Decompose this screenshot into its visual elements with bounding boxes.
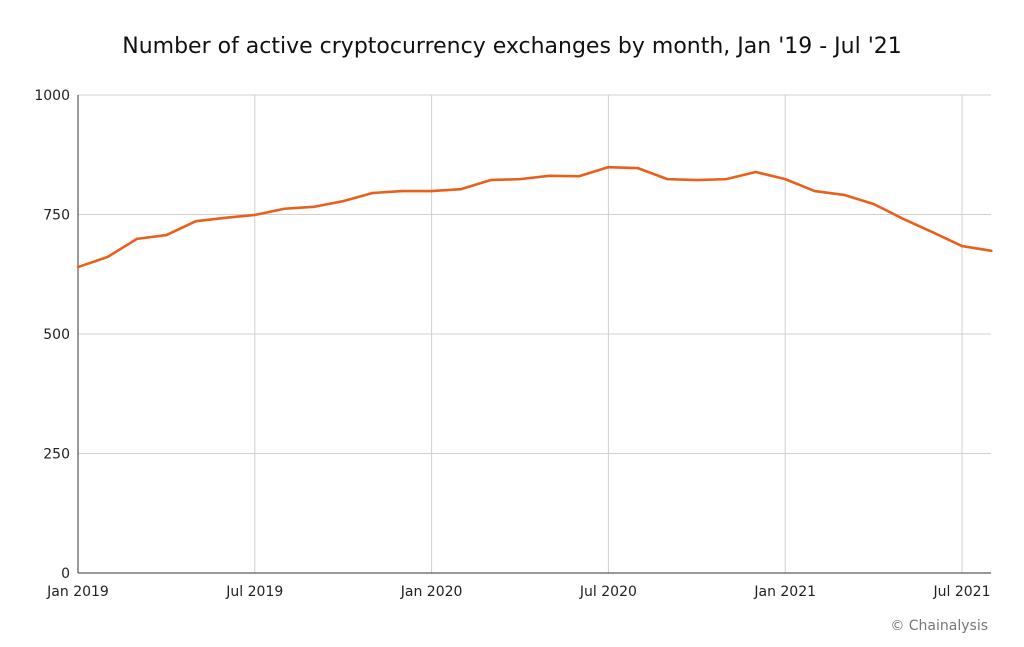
data-point — [430, 189, 433, 193]
x-tick-label: Jul 2019 — [225, 584, 283, 600]
x-tick-label: Jul 2021 — [933, 584, 991, 600]
data-point — [901, 217, 905, 221]
source-credit: © Chainalysis — [890, 618, 988, 634]
data-point — [253, 213, 256, 217]
data-point — [76, 265, 80, 269]
data-point — [135, 237, 139, 241]
data-point — [990, 249, 993, 253]
x-tick-label: Jul 2020 — [579, 584, 637, 600]
x-tick-label: Jan 2020 — [400, 584, 463, 600]
data-point — [165, 233, 168, 237]
data-point — [607, 165, 610, 169]
data-point — [960, 244, 964, 248]
data-point — [489, 178, 492, 182]
data-point — [931, 230, 934, 234]
data-point — [577, 175, 581, 178]
data-point — [872, 202, 875, 206]
data-point — [342, 199, 345, 203]
data-point — [106, 255, 109, 259]
data-point — [283, 207, 286, 210]
data-point — [548, 174, 551, 177]
y-tick-label: 1000 — [34, 88, 70, 104]
y-tick-label: 0 — [61, 566, 70, 582]
data-point — [224, 216, 227, 220]
data-point — [312, 205, 315, 209]
chart-title: Number of active cryptocurrency exchange… — [122, 34, 902, 59]
y-tick-label: 250 — [43, 447, 70, 463]
y-tick-label: 750 — [43, 208, 70, 224]
data-point — [784, 177, 787, 181]
data-point — [636, 166, 640, 170]
data-point — [400, 189, 404, 193]
data-point — [695, 178, 698, 182]
y-tick-label: 500 — [43, 327, 70, 343]
data-point — [518, 177, 522, 181]
data-point — [813, 189, 816, 193]
data-point — [371, 191, 374, 195]
x-tick-label: Jan 2021 — [753, 584, 816, 600]
data-point — [842, 193, 846, 197]
data-point — [754, 170, 757, 174]
x-tick-label: Jan 2019 — [46, 584, 109, 600]
data-point — [666, 177, 669, 181]
data-point — [725, 177, 728, 181]
data-point — [194, 219, 198, 223]
series-line — [77, 165, 992, 269]
data-point — [459, 187, 463, 191]
